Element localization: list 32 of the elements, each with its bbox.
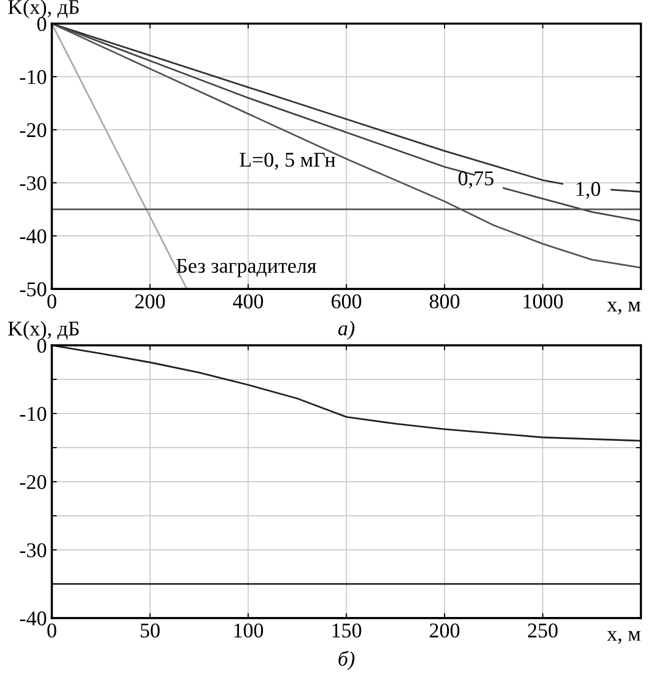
x-tick-label: 250 (528, 623, 558, 638)
x-tick-label: 600 (332, 294, 362, 308)
y-tick-label: -10 (20, 70, 46, 84)
y-tick-label: -50 (20, 282, 46, 296)
x-tick-label: 0 (47, 294, 56, 308)
y-tick-label: -40 (20, 229, 46, 244)
y-axis-title: K(x), дБ (8, 320, 79, 340)
x-tick-label: 50 (140, 623, 160, 638)
annotation: 0,75 (458, 171, 494, 188)
y-tick-label: 0 (37, 17, 46, 32)
text: б) (338, 650, 354, 670)
y-tick-label: -40 (20, 611, 46, 626)
y-tick-label: 0 (37, 338, 46, 353)
y-tick-label: -20 (20, 123, 46, 138)
x-tick-label: 1000 (524, 294, 563, 308)
annotation: 1,0 (576, 182, 600, 199)
annotation: Без заградителя (176, 259, 316, 278)
x-tick-label: 400 (232, 294, 264, 308)
x-tick-label: 100 (234, 623, 264, 638)
x-tick-label: 0 (47, 623, 56, 638)
y-tick-label: -30 (20, 176, 46, 190)
x-tick-label: 150 (332, 623, 362, 638)
x-tick-label: 200 (430, 623, 460, 638)
y-tick-label: -20 (20, 475, 46, 490)
text: а) (338, 320, 354, 340)
x-axis-title: x, м (607, 631, 640, 644)
y-tick-label: -10 (20, 406, 46, 421)
x-tick-label: 800 (430, 294, 460, 308)
annotation: L=0, 5 мГн (240, 152, 336, 170)
x-axis-title: x, м (607, 302, 640, 315)
y-tick-label: -30 (20, 543, 46, 558)
x-tick-label: 200 (135, 294, 165, 308)
